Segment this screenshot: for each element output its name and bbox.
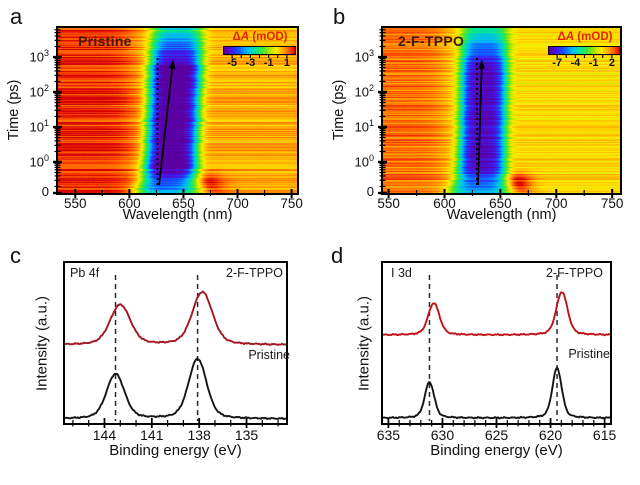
heatmap-b <box>383 28 620 193</box>
panel-letter-d: d <box>331 243 344 268</box>
x-tick-label: 600 <box>433 196 456 211</box>
y-tick-label: 102 <box>29 83 49 100</box>
colorbar-a <box>223 46 296 55</box>
y-axis-label-d: Intensity (a.u.) <box>355 295 373 392</box>
panel-letter-a: a <box>10 4 23 29</box>
x-axis-label-d: Binding energy (eV) <box>430 442 563 459</box>
core-level-label-pb4f: Pb 4f <box>70 266 100 280</box>
x-tick-label: 650 <box>172 196 195 211</box>
y-tick-label: 101 <box>354 118 374 135</box>
y-tick-label: 100 <box>354 152 374 170</box>
x-tick-label: 700 <box>545 196 568 211</box>
colorbar-tick-label: -3 <box>245 57 256 69</box>
colorbar-tick-label: -1 <box>263 57 274 69</box>
A-symbol: A <box>565 31 575 43</box>
colorbar-unit: (mOD) <box>252 31 288 43</box>
colorbar-tick-label: 1 <box>283 57 290 69</box>
series-label-2f-tppo-d: 2-F-TPPO <box>546 266 603 280</box>
x-tick-label: 138 <box>187 427 211 443</box>
x-tick-label: 750 <box>600 196 624 211</box>
x-tick-label: 550 <box>377 196 400 211</box>
y-tick-label: 103 <box>29 48 49 65</box>
A-symbol: A <box>240 31 250 43</box>
x-tick-label: 700 <box>226 196 249 211</box>
y-tick-label: 0 <box>41 184 49 199</box>
x-axis-label-a: Wavelength (nm) <box>122 207 233 223</box>
colorbar-label-b: ΔA (mOD) <box>546 31 624 43</box>
colorbar-tick-label: 2 <box>608 57 615 69</box>
x-tick-label: 650 <box>489 196 512 211</box>
x-tick-label: 635 <box>376 427 401 443</box>
panel-letter-b: b <box>333 4 346 29</box>
panel-letter-c: c <box>10 243 21 268</box>
colorbar-label-a: ΔA (mOD) <box>221 31 299 43</box>
x-tick-label: 600 <box>118 196 141 211</box>
colorbar-tick-label: -5 <box>227 57 238 69</box>
x-tick-label: 750 <box>280 196 303 211</box>
colorbar-unit: (mOD) <box>577 31 613 43</box>
series-label-2f-tppo-c: 2-F-TPPO <box>226 266 283 280</box>
colorbar-tick-label: -1 <box>588 57 599 69</box>
x-tick-label: 615 <box>592 427 617 443</box>
x-tick-label: 141 <box>140 427 164 443</box>
series-label-pristine-d: Pristine <box>568 347 610 361</box>
colorbar-tick-label: -4 <box>570 57 581 69</box>
y-tick-label: 103 <box>354 48 374 65</box>
heatmap-title-2f-tppo: 2-F-TPPO <box>398 33 465 49</box>
delta-symbol: Δ <box>232 31 241 43</box>
series-label-pristine-c: Pristine <box>248 348 290 362</box>
x-tick-label: 550 <box>64 196 87 211</box>
x-tick-label: 630 <box>430 427 455 443</box>
colorbar-b <box>548 46 621 55</box>
x-tick-label: 625 <box>484 427 509 443</box>
y-axis-label-c: Intensity (a.u.) <box>33 295 51 392</box>
colorbar-tick-label: -7 <box>552 57 563 69</box>
delta-symbol: Δ <box>557 31 566 43</box>
y-tick-label: 102 <box>354 83 374 100</box>
plot-border-c <box>63 261 288 425</box>
x-tick-label: 620 <box>538 427 563 443</box>
y-tick-label: 101 <box>29 118 49 135</box>
heatmap-a <box>58 28 297 193</box>
x-tick-label: 135 <box>234 427 259 443</box>
y-tick-label: 100 <box>29 152 49 170</box>
x-axis-label-c: Binding energy (eV) <box>109 442 242 459</box>
plot-border-d <box>381 261 612 425</box>
y-tick-label: 0 <box>366 184 374 199</box>
heatmap-title-pristine: Pristine <box>78 33 132 49</box>
x-axis-label-b: Wavelength (nm) <box>446 207 557 223</box>
x-tick-label: 144 <box>92 427 117 443</box>
core-level-label-i3d: I 3d <box>391 266 412 280</box>
